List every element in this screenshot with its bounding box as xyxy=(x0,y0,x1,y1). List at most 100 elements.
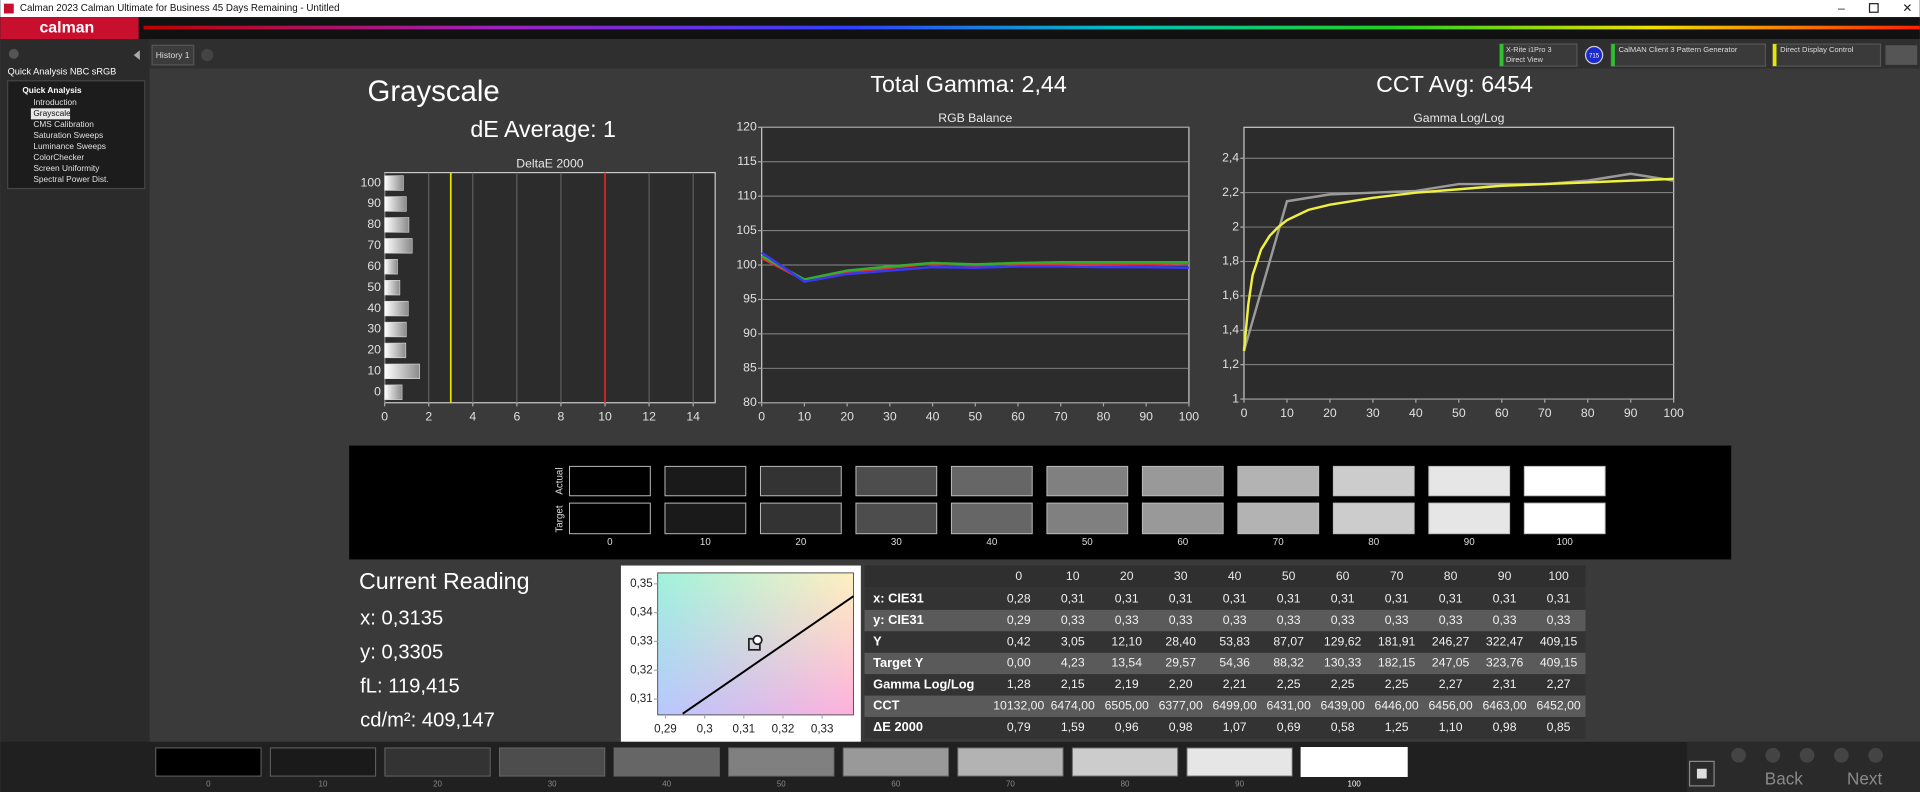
x-tick-label: 60 xyxy=(1011,410,1025,424)
measured-point xyxy=(753,636,762,645)
pattern-button[interactable] xyxy=(614,748,719,776)
table-cell: 54,36 xyxy=(1219,656,1250,670)
next-button[interactable]: Next xyxy=(1847,768,1882,788)
pattern-button[interactable] xyxy=(499,748,604,776)
add-tab[interactable] xyxy=(201,49,213,61)
table-cell: 87,07 xyxy=(1273,634,1304,648)
logo[interactable]: calman xyxy=(39,19,94,36)
table-cell: 130,33 xyxy=(1324,656,1362,670)
reading-line: y: 0,3305 xyxy=(360,642,443,664)
pattern-label: 20 xyxy=(433,780,442,789)
tool-button[interactable] xyxy=(1868,748,1883,763)
history-tab-label[interactable]: History 1 xyxy=(156,50,190,60)
settings-button[interactable] xyxy=(1885,45,1917,65)
y-tick-label: 1,8 xyxy=(1222,254,1239,268)
table-cell: 0,33 xyxy=(1439,613,1463,627)
sidebar-item[interactable]: CMS Calibration xyxy=(33,119,94,129)
sidebar-item[interactable]: Spectral Power Dist. xyxy=(33,174,108,184)
close-button[interactable]: ✕ xyxy=(1902,1,1912,15)
x-tick-label: 100 xyxy=(1179,410,1200,424)
swatch-label: 40 xyxy=(986,537,997,548)
pattern-button[interactable] xyxy=(156,748,261,776)
pattern-button[interactable] xyxy=(843,748,948,776)
meter-badge-label: 715 xyxy=(1589,52,1600,59)
swatch-label: 10 xyxy=(700,537,711,548)
sidebar-item[interactable]: Saturation Sweeps xyxy=(33,130,103,140)
x-tick-label: 10 xyxy=(798,410,812,424)
y-tick-label: 0,31 xyxy=(630,692,653,705)
pattern-button[interactable] xyxy=(1187,748,1292,776)
table-cell: 10132,00 xyxy=(993,699,1044,713)
table-cell: 0,42 xyxy=(1007,634,1031,648)
x-tick-label: 0,32 xyxy=(772,723,795,736)
x-tick-label: 6 xyxy=(513,410,520,424)
pattern-button[interactable] xyxy=(270,748,375,776)
table-cell: 0,98 xyxy=(1493,720,1517,734)
current-reading-title: Current Reading xyxy=(359,568,530,594)
pattern-button[interactable] xyxy=(958,748,1063,776)
generator-name: CalMAN Client 3 Pattern Generator xyxy=(1619,45,1738,54)
sidebar-item[interactable]: Screen Uniformity xyxy=(33,163,100,173)
table-cell: 2,19 xyxy=(1115,677,1139,691)
sidebar-item[interactable]: Introduction xyxy=(33,97,77,107)
x-tick-label: 0,31 xyxy=(733,723,756,736)
table-cell: 6446,00 xyxy=(1375,699,1419,713)
row-label: Gamma Log/Log xyxy=(873,676,974,691)
y-tick-label: 2 xyxy=(1232,219,1239,233)
swatch-label: 20 xyxy=(795,537,806,548)
column-header: 60 xyxy=(1336,569,1350,583)
table-cell: 2,25 xyxy=(1331,677,1355,691)
table-cell: 0,96 xyxy=(1115,720,1139,734)
sidebar-item[interactable]: ColorChecker xyxy=(33,152,84,162)
x-tick-label: 90 xyxy=(1624,406,1638,420)
column-header: 70 xyxy=(1390,569,1404,583)
table-cell: 0,31 xyxy=(1061,591,1085,605)
tool-button[interactable] xyxy=(1731,748,1746,763)
actual-swatch xyxy=(1238,466,1319,495)
swatch-label: 90 xyxy=(1464,537,1475,548)
swatch-label: 80 xyxy=(1368,537,1379,548)
sidebar-item[interactable]: Luminance Sweeps xyxy=(33,141,106,151)
table-cell: 182,15 xyxy=(1378,656,1416,670)
swatch-label: 30 xyxy=(891,537,902,548)
reading-line: fL: 119,415 xyxy=(360,676,460,698)
swatch-band xyxy=(349,446,1731,560)
pattern-button[interactable] xyxy=(1302,748,1407,776)
y-tick-label: 1,2 xyxy=(1222,357,1239,371)
target-swatch xyxy=(570,503,651,534)
y-tick-label: 70 xyxy=(367,238,381,252)
row-label: y: CIE31 xyxy=(873,612,924,627)
app-icon xyxy=(4,4,14,14)
sidebar-button[interactable] xyxy=(9,49,19,59)
sidebar-item[interactable]: Grayscale xyxy=(33,108,71,118)
y-tick-label: 110 xyxy=(737,188,757,202)
table-cell: 0,31 xyxy=(1169,591,1193,605)
pattern-button[interactable] xyxy=(385,748,490,776)
window-title: Calman 2023 Calman Ultimate for Business… xyxy=(20,3,340,14)
y-tick-label: 80 xyxy=(743,395,757,409)
x-tick-label: 70 xyxy=(1054,410,1068,424)
sidebar-group[interactable]: Quick Analysis xyxy=(22,85,82,95)
table-cell: 13,54 xyxy=(1111,656,1142,670)
table-cell: 0,58 xyxy=(1331,720,1355,734)
swatch-label: 100 xyxy=(1557,537,1574,548)
tool-button[interactable] xyxy=(1800,748,1815,763)
pattern-button[interactable] xyxy=(729,748,834,776)
table-cell: 0,31 xyxy=(1277,591,1301,605)
row-label: ΔE 2000 xyxy=(873,719,923,734)
tool-button[interactable] xyxy=(1834,748,1849,763)
x-tick-label: 0 xyxy=(758,410,765,424)
minimize-button[interactable]: – xyxy=(1838,1,1845,15)
back-button[interactable]: Back xyxy=(1765,768,1804,788)
x-tick-label: 0,29 xyxy=(654,723,677,736)
column-header: 10 xyxy=(1066,569,1080,583)
pattern-button[interactable] xyxy=(1072,748,1177,776)
tool-button[interactable] xyxy=(1765,748,1780,763)
x-tick-label: 100 xyxy=(1663,406,1684,420)
table-cell: 129,62 xyxy=(1324,634,1362,648)
y-tick-label: 90 xyxy=(367,196,381,210)
x-tick-label: 90 xyxy=(1139,410,1153,424)
table-cell: 2,20 xyxy=(1169,677,1193,691)
swatch-label: 0 xyxy=(607,537,613,548)
